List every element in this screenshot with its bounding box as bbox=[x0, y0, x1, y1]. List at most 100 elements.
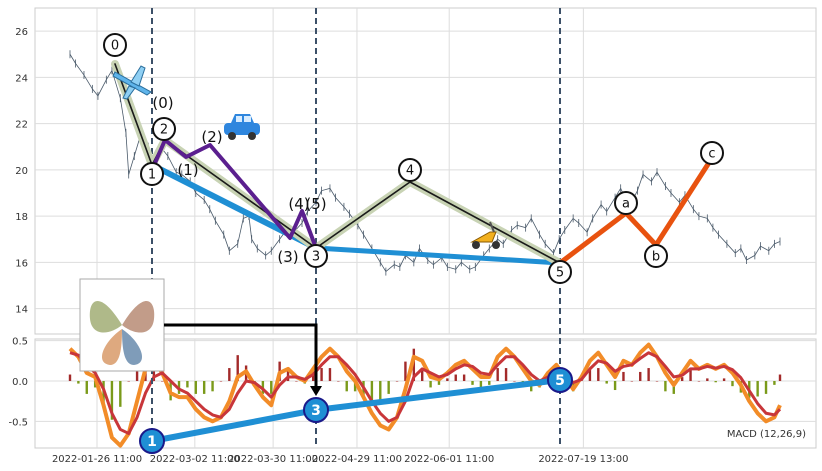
macd-y-tick-label: 0.5 bbox=[12, 337, 28, 348]
wave-marker-circle bbox=[700, 141, 724, 165]
wave-label: a bbox=[622, 197, 630, 212]
x-tick-label: 2022-03-02 11:00 bbox=[150, 454, 240, 465]
price-y-tick-label: 24 bbox=[15, 73, 28, 84]
x-tick-label: 2022-06-01 11:00 bbox=[404, 454, 494, 465]
macd-histogram-bar bbox=[731, 380, 734, 387]
airplane-wing bbox=[122, 85, 136, 100]
macd-histogram-bar bbox=[161, 380, 164, 382]
macd-histogram-bar bbox=[605, 380, 608, 384]
macd-histogram-bar bbox=[345, 380, 348, 392]
macd-wave-bubble bbox=[547, 367, 573, 393]
macd-signal-line bbox=[69, 351, 782, 435]
macd-histogram-bar bbox=[328, 368, 332, 381]
macd-histogram-bar bbox=[320, 368, 323, 381]
macd-histogram-bar bbox=[613, 380, 617, 391]
macd-histogram-bar bbox=[722, 378, 726, 381]
wave-marker-circle bbox=[548, 260, 572, 284]
macd-histogram-bar bbox=[211, 380, 214, 392]
macd-histogram-bar bbox=[270, 380, 273, 394]
macd-histogram-bar bbox=[680, 377, 684, 381]
wave-label: b bbox=[652, 250, 660, 265]
connector-arrow-head bbox=[310, 386, 322, 396]
wave-label: 1 bbox=[148, 168, 156, 183]
macd-histogram-bar bbox=[119, 380, 122, 407]
price-y-tick-label: 26 bbox=[15, 27, 28, 38]
car-wheel bbox=[228, 132, 236, 140]
macd-histogram-bar bbox=[337, 380, 340, 382]
price-y-tick-label: 16 bbox=[15, 258, 28, 269]
macd-histogram-bar bbox=[228, 368, 231, 381]
sub-wave-label: (3) bbox=[277, 248, 298, 266]
macd-histogram-bar bbox=[454, 374, 457, 381]
airplane-wing bbox=[130, 65, 146, 87]
macd-plot-area bbox=[34, 338, 817, 449]
thumbnail-wing bbox=[122, 300, 155, 333]
macd-histogram-bar bbox=[689, 368, 692, 381]
car-icon bbox=[224, 114, 260, 140]
thumbnail-wing bbox=[101, 329, 122, 365]
wave-label: 0 bbox=[111, 39, 119, 54]
macd-histogram-bar bbox=[370, 380, 374, 401]
macd-histogram-bar bbox=[295, 380, 298, 382]
macd-histogram-bar bbox=[186, 380, 189, 388]
macd-histogram-bar bbox=[706, 378, 709, 381]
macd-histogram-bar bbox=[404, 361, 407, 381]
scooter-wheel bbox=[472, 241, 480, 249]
macd-histogram-bar bbox=[85, 380, 88, 394]
car-body bbox=[224, 123, 260, 135]
macd-histogram-bar bbox=[622, 371, 625, 381]
macd-histogram-bar bbox=[664, 380, 667, 392]
wave-marker-circle bbox=[614, 191, 638, 215]
wave-label: 2 bbox=[160, 123, 168, 138]
wave-label: 3 bbox=[312, 250, 320, 265]
x-tick-label: 2022-03-30 11:00 bbox=[228, 454, 318, 465]
macd-histogram-bar bbox=[597, 368, 600, 381]
macd-histogram-bar bbox=[488, 380, 491, 385]
car-window bbox=[236, 116, 242, 122]
car-window bbox=[244, 116, 251, 122]
macd-histogram-bar bbox=[127, 380, 130, 382]
macd-histogram-bar bbox=[353, 380, 357, 392]
macd-histogram-bar bbox=[630, 380, 634, 382]
macd-histogram-bar bbox=[437, 380, 441, 385]
macd-histogram-bar bbox=[462, 374, 466, 381]
sub-wave-label: (4) bbox=[288, 195, 309, 213]
correction-wave-line bbox=[557, 155, 715, 266]
sub-wave-label: (0) bbox=[152, 94, 173, 112]
macd-histogram-bar bbox=[756, 380, 759, 397]
macd-wave-bubble bbox=[139, 428, 165, 454]
macd-histogram-bar bbox=[202, 380, 206, 394]
scooter-icon bbox=[470, 221, 500, 249]
x-tick-label: 2022-04-29 11:00 bbox=[312, 454, 402, 465]
macd-histogram-bar bbox=[764, 380, 768, 394]
wave-marker-circle bbox=[304, 244, 328, 268]
macd-y-tick-label: 0.0 bbox=[12, 377, 28, 388]
wave-marker-circle bbox=[140, 162, 164, 186]
price-y-tick-label: 18 bbox=[15, 212, 28, 223]
macd-histogram-bar bbox=[588, 368, 592, 381]
car-wheel bbox=[248, 132, 256, 140]
scooter-handle bbox=[489, 221, 495, 233]
connector-arrow bbox=[164, 323, 318, 392]
macd-histogram-bar bbox=[773, 380, 776, 385]
macd-wave-bubble bbox=[303, 397, 329, 423]
macd-histogram-bar bbox=[513, 380, 516, 382]
macd-histogram-bar bbox=[471, 380, 474, 385]
macd-histogram-bar bbox=[219, 380, 223, 382]
macd-histogram-bar bbox=[387, 380, 390, 394]
macd-annotation: MACD (12,26,9) bbox=[727, 429, 806, 440]
airplane-icon bbox=[112, 65, 152, 100]
sub-wave-label: (5) bbox=[305, 195, 326, 213]
main-wave-line bbox=[114, 63, 561, 264]
scooter-body bbox=[470, 231, 497, 243]
macd-histogram-bar bbox=[93, 380, 97, 388]
macd-histogram-bar bbox=[714, 380, 717, 383]
macd-histogram-bar bbox=[412, 348, 416, 381]
wave-label: 4 bbox=[406, 164, 414, 179]
macd-histogram-bar bbox=[496, 368, 499, 381]
macd-histogram-bar bbox=[697, 380, 701, 382]
macd-histogram-bar bbox=[110, 380, 114, 420]
wave-label: c bbox=[708, 147, 715, 162]
sub-wave-label: (1) bbox=[177, 161, 198, 179]
macd-histogram-bar bbox=[236, 355, 239, 381]
